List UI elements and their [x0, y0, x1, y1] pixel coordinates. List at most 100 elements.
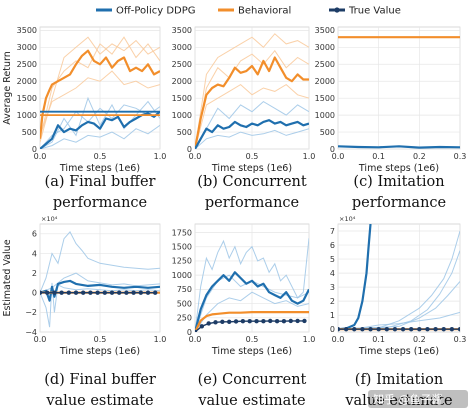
true-value-point-f-5: [376, 326, 381, 332]
xtick-b-0: 0.0: [189, 152, 202, 161]
series-group-e: [195, 238, 309, 332]
ytick-b-3: 1500: [172, 94, 192, 103]
ytick-b-4: 2000: [172, 77, 192, 86]
true-value-point-e-11: [268, 318, 273, 324]
ytick-c-2: 1000: [315, 111, 335, 120]
ytick-c-5: 2500: [315, 60, 335, 69]
xtick-b-1: 0.5: [246, 152, 259, 161]
caption-f-line0: (f) Imitation: [355, 372, 443, 388]
series-behavioral-a: [40, 49, 160, 139]
true-value-point-d-10: [109, 290, 115, 295]
legend: Off-Policy DDPG Behavioral True Value: [96, 6, 401, 17]
true-value-point-d-5: [73, 290, 79, 295]
ytick-c-6: 3000: [315, 43, 335, 52]
ylabel-d: Estimated Value: [2, 239, 13, 316]
series-ddpg-a: [40, 110, 160, 149]
series-light-d-0: [40, 231, 160, 293]
true-value-point-f-14: [449, 326, 455, 332]
ytick-f-5: 5: [330, 255, 335, 264]
true-value-point-e-2: [206, 321, 211, 326]
xtick-e-1: 0.5: [246, 335, 259, 344]
ytick-b-1: 500: [177, 128, 192, 137]
xtick-a-2: 1.0: [154, 152, 167, 161]
caption-f-line1: value estimate: [344, 393, 452, 409]
ytick-d-1: −2: [25, 308, 37, 317]
ytick-a-0: 0: [32, 145, 37, 154]
caption-b-line1: performance: [205, 195, 299, 211]
true-value-point-d-7: [88, 290, 93, 295]
true-value-point-e-8: [247, 319, 252, 324]
xtick-d-1: 0.5: [94, 335, 107, 344]
true-value-point-d-12: [124, 290, 129, 295]
series-light-a-0: [40, 36, 160, 143]
series-behavioral-e: [195, 311, 309, 332]
true-value-point-d-1: [45, 290, 50, 295]
xtick-c-1: 0.1: [372, 152, 385, 161]
true-value-point-f-2: [352, 326, 357, 332]
series-behavioral-b: [195, 56, 309, 149]
true-value-point-f-13: [441, 326, 446, 332]
series-light-e-0: [195, 238, 309, 332]
xtick-e-0: 0.0: [189, 335, 202, 344]
xlabel-e: Time steps (1e6): [211, 346, 292, 357]
plot-area-c: [337, 26, 461, 150]
ytick-c-4: 2000: [315, 77, 335, 86]
series-ddpg-e: [195, 271, 309, 332]
series-light-b-1: [195, 83, 309, 149]
watermark: 知乎 @鱼子酱: [368, 390, 468, 408]
panel-a: 0 500 1000 1500 2000 2500 3000 3500 0.0 0.5 1.0 Tim…: [2, 26, 166, 211]
ytick-f-0: 0: [330, 325, 335, 334]
panel-e: 0 250 500 750 1000 1250 1500 1750 0.0 0.5 1.0 Time …: [172, 223, 315, 409]
true-value-point-d-14: [138, 290, 143, 295]
ytick-c-1: 500: [320, 128, 335, 137]
true-value-point-e-6: [233, 319, 239, 324]
ytick-b-2: 1000: [172, 111, 192, 120]
ytick-a-7: 3500: [17, 26, 37, 35]
true-value-point-d-4: [66, 290, 72, 295]
xtick-a-1: 0.5: [94, 152, 107, 161]
watermark-backdrop: [368, 390, 468, 408]
ytick-f-1: 1: [330, 311, 335, 320]
true-value-point-e-12: [274, 319, 280, 324]
series-light-a-5: [40, 104, 160, 149]
true-value-point-d-8: [95, 290, 100, 295]
ytick-a-6: 3000: [17, 43, 37, 52]
y-multiplier-d: ×10⁴: [41, 215, 58, 223]
xtick-c-0: 0.0: [332, 152, 345, 161]
series-group-d: [40, 231, 160, 328]
true-value-point-e-4: [220, 319, 225, 324]
xlabel-a: Time steps (1e6): [59, 163, 140, 174]
series-light-d-1: [40, 282, 160, 328]
caption-d-line0: (d) Final buffer: [44, 372, 156, 388]
xlabel-b: Time steps (1e6): [211, 163, 292, 174]
true-value-point-d-11: [117, 290, 122, 295]
ytick-a-5: 2500: [17, 60, 37, 69]
true-value-point-f-10: [417, 326, 422, 332]
ytick-e-4: 1000: [172, 271, 192, 280]
ytick-c-3: 1500: [315, 94, 335, 103]
true-value-point-e-7: [240, 319, 246, 324]
ytick-e-3: 750: [177, 285, 192, 294]
ytick-d-0: −4: [25, 328, 37, 337]
ytick-e-1: 250: [177, 314, 192, 323]
series-light-f-2: [338, 281, 460, 330]
true-value-point-f-1: [343, 326, 349, 332]
caption-d-line1: value estimate: [45, 393, 153, 409]
true-value-point-e-13: [281, 319, 287, 324]
ytick-f-7: 7: [330, 227, 335, 236]
series-group-a: [40, 36, 160, 149]
true-value-point-d-9: [102, 290, 108, 295]
true-value-point-e-10: [261, 319, 266, 324]
ytick-b-5: 2500: [172, 60, 192, 69]
true-value-point-f-11: [425, 326, 430, 332]
ytick-e-6: 1500: [172, 243, 192, 252]
true-value-point-f-4: [368, 326, 373, 332]
ytick-c-0: 0: [330, 145, 335, 154]
ytick-d-5: 6: [32, 230, 37, 239]
xtick-d-0: 0.0: [34, 335, 47, 344]
xtick-f-0: 0.0: [332, 335, 345, 344]
ytick-e-0: 0: [187, 328, 192, 337]
watermark-text: 知乎 @鱼子酱: [373, 392, 443, 406]
